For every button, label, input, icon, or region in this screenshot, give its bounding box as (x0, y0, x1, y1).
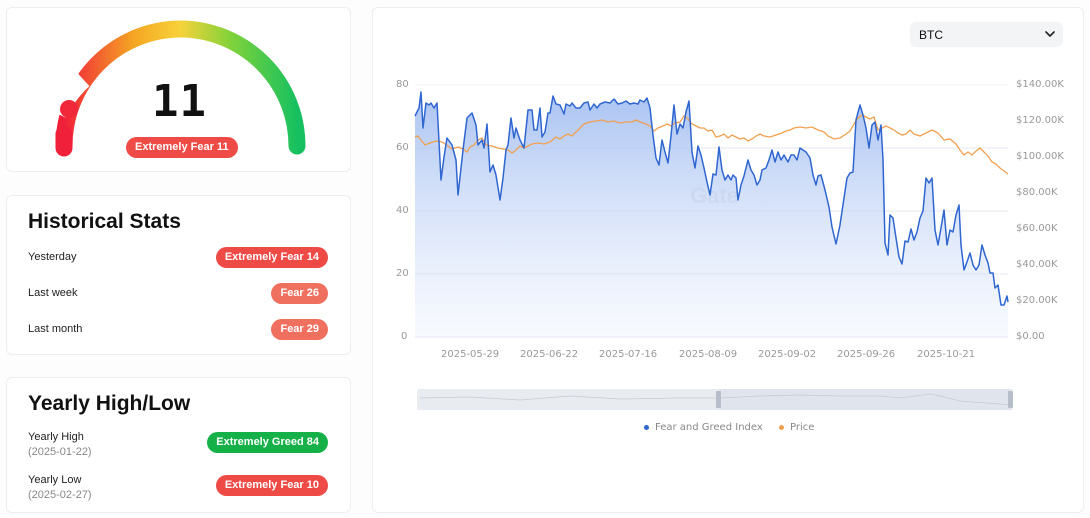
stat-badge: Extremely Fear 14 (215, 247, 328, 268)
yearly-low-label: Yearly Low (28, 474, 82, 486)
stat-row-last-month: Last month Fear 29 (28, 319, 328, 341)
yearly-low-date: (2025-02-27) (28, 489, 92, 501)
stat-row-yesterday: Yesterday Extremely Fear 14 (28, 247, 328, 269)
stat-label: Yesterday (28, 251, 77, 263)
slider-selected-range (719, 389, 1011, 410)
gauge-card: 11 Extremely Fear 11 (6, 7, 351, 172)
watermark-logo: Gate (690, 183, 739, 208)
gauge-arc-icon (46, 20, 306, 157)
data-zoom-slider[interactable] (417, 389, 1013, 410)
historical-stats-title: Historical Stats (28, 210, 181, 233)
yearly-low-row: Yearly Low (2025-02-27) Extremely Fear 1… (28, 474, 328, 504)
gauge-value: 11 (152, 76, 207, 127)
fear-greed-area (415, 92, 1008, 337)
gauge-status-badge: Extremely Fear 11 (126, 137, 238, 158)
slider-handle-left (716, 391, 721, 408)
historical-stats-card: Historical Stats Yesterday Extremely Fea… (6, 195, 351, 355)
yearly-high-low-card: Yearly High/Low Yearly High (2025-01-22)… (6, 377, 351, 513)
coin-select[interactable]: BTC (910, 22, 1063, 47)
fear-greed-line (414, 91, 1009, 306)
yearly-low-badge: Extremely Fear 10 (215, 475, 328, 496)
coin-select-value: BTC (919, 28, 943, 42)
stat-label: Last month (28, 323, 83, 335)
legend-dot-icon (779, 425, 784, 430)
gauge-needle-dot (60, 100, 78, 118)
price-line (414, 114, 1009, 175)
stat-row-last-week: Last week Fear 26 (28, 283, 328, 305)
stat-badge: Fear 26 (271, 283, 328, 304)
yearly-high-label: Yearly High (28, 431, 84, 443)
yearly-high-date: (2025-01-22) (28, 446, 92, 458)
chevron-down-icon (1045, 31, 1055, 37)
yearly-title: Yearly High/Low (28, 392, 191, 415)
yearly-high-row: Yearly High (2025-01-22) Extremely Greed… (28, 431, 328, 461)
legend-dot-icon (644, 425, 649, 430)
legend-item-price[interactable]: Price (779, 422, 814, 433)
slider-handle-right (1008, 391, 1013, 408)
legend-item-fear-greed[interactable]: Fear and Greed Index (644, 422, 763, 433)
stat-badge: Fear 29 (271, 319, 328, 340)
yearly-high-badge: Extremely Greed 84 (207, 432, 328, 453)
stat-label: Last week (28, 287, 78, 299)
